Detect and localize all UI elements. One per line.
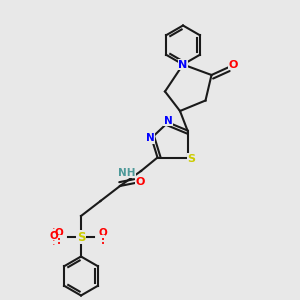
Text: S: S: [187, 154, 195, 164]
Text: :: :: [52, 224, 56, 235]
Text: O: O: [55, 228, 64, 239]
Text: O: O: [229, 59, 238, 70]
Text: O: O: [50, 230, 58, 241]
Text: O: O: [98, 228, 107, 239]
Text: :: :: [101, 236, 105, 246]
Text: N: N: [178, 59, 188, 70]
Text: N: N: [146, 133, 154, 143]
Text: :: :: [57, 236, 61, 246]
Text: N: N: [164, 116, 172, 126]
Text: :: :: [52, 236, 56, 247]
Text: S: S: [77, 230, 85, 244]
Text: NH: NH: [118, 167, 136, 178]
Text: O: O: [136, 176, 145, 187]
